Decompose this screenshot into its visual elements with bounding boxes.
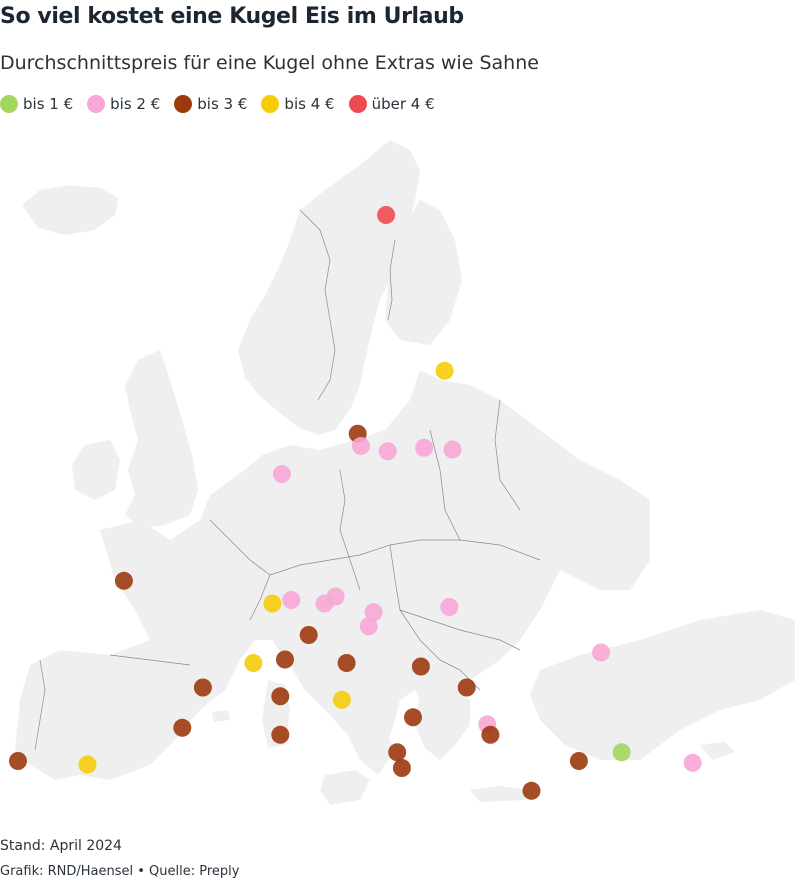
land-cyprus xyxy=(700,742,735,760)
legend-item-bis-4: bis 4 € xyxy=(261,95,335,113)
price-point-36 xyxy=(569,752,588,770)
price-point-27 xyxy=(404,708,422,727)
legend-label-bis-1: bis 1 € xyxy=(23,95,74,113)
chart-title: So viel kostet eine Kugel Eis im Urlaub xyxy=(0,4,464,29)
land-scandinavia xyxy=(238,140,420,435)
price-point-18 xyxy=(299,626,318,644)
price-point-38 xyxy=(683,753,702,772)
price-point-7 xyxy=(443,440,462,459)
price-point-21 xyxy=(411,657,430,676)
price-point-29 xyxy=(481,725,500,744)
price-point-39 xyxy=(522,781,541,800)
legend-swatch-bis-4 xyxy=(261,95,280,113)
price-point-10 xyxy=(263,594,282,613)
land-greece xyxy=(415,685,470,760)
price-points xyxy=(9,206,702,800)
price-point-9 xyxy=(114,571,133,590)
price-point-33 xyxy=(78,755,97,774)
land-ireland xyxy=(72,440,120,500)
land-great-britain xyxy=(125,350,198,528)
price-point-20 xyxy=(337,654,356,672)
legend-swatch-bis-1 xyxy=(0,95,18,113)
legend-label-bis-2: bis 2 € xyxy=(110,95,161,113)
land-continental-europe xyxy=(15,370,650,780)
price-point-16 xyxy=(440,598,459,616)
price-point-25 xyxy=(271,687,290,706)
price-point-13 xyxy=(326,587,345,606)
footer-credit: Grafik: RND/Haensel • Quelle: Preply xyxy=(0,864,240,879)
price-point-24 xyxy=(193,678,212,697)
price-point-19 xyxy=(276,650,294,669)
border-western-europe xyxy=(209,519,460,621)
price-point-1 xyxy=(377,206,396,224)
price-point-32 xyxy=(9,752,27,770)
land-balearics xyxy=(212,710,230,722)
land-sicily xyxy=(320,770,370,805)
land-iceland xyxy=(22,185,118,235)
price-point-15 xyxy=(359,617,378,636)
price-point-4 xyxy=(351,437,370,455)
legend-swatch-bis-2 xyxy=(87,95,106,113)
price-point-26 xyxy=(332,690,351,709)
price-point-11 xyxy=(282,591,301,609)
price-point-23 xyxy=(244,654,263,672)
price-point-30 xyxy=(173,718,192,737)
legend-item-bis-3: bis 3 € xyxy=(174,95,247,113)
land-crete xyxy=(470,786,530,802)
price-point-34 xyxy=(388,743,407,762)
legend-label-bis-3: bis 3 € xyxy=(197,95,248,113)
price-point-6 xyxy=(415,438,434,457)
price-point-37 xyxy=(612,743,631,762)
legend-item-bis-2: bis 2 € xyxy=(87,95,160,113)
legend-label-bis-4: bis 4 € xyxy=(284,95,335,113)
land-turkey xyxy=(530,610,795,760)
borders xyxy=(34,209,541,751)
border-iberia xyxy=(34,654,191,751)
price-point-22 xyxy=(457,678,476,697)
land-italy xyxy=(262,620,395,775)
legend: bis 1 € bis 2 € bis 3 € bis 4 € über 4 € xyxy=(0,95,435,113)
legend-swatch-ueber-4 xyxy=(348,95,367,113)
legend-label-ueber-4: über 4 € xyxy=(371,95,435,113)
border-norway-sweden xyxy=(299,209,336,401)
price-point-31 xyxy=(271,725,290,744)
price-point-2 xyxy=(435,361,454,380)
border-sweden-finland xyxy=(387,239,396,321)
europe-map xyxy=(9,140,795,805)
price-point-17 xyxy=(592,643,610,662)
border-eastern-europe xyxy=(429,399,541,561)
legend-item-bis-1: bis 1 € xyxy=(0,95,73,113)
price-point-14 xyxy=(364,603,383,622)
price-point-8 xyxy=(272,465,291,483)
footer-stand: Stand: April 2024 xyxy=(0,838,122,854)
legend-item-ueber-4: über 4 € xyxy=(348,95,435,113)
legend-swatch-bis-3 xyxy=(174,95,193,113)
land-finland xyxy=(385,200,462,345)
price-point-5 xyxy=(378,442,397,461)
landmass xyxy=(15,140,795,805)
price-point-35 xyxy=(392,759,411,777)
chart-subtitle: Durchschnittspreis für eine Kugel ohne E… xyxy=(0,52,539,74)
